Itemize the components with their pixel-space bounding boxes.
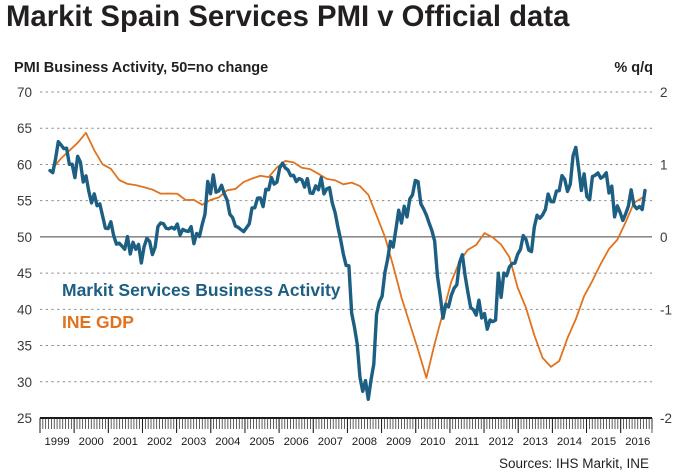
svg-text:2010: 2010	[420, 436, 445, 448]
svg-text:2003: 2003	[181, 436, 206, 448]
svg-text:Markit Services Business Activ: Markit Services Business Activity	[62, 280, 341, 300]
svg-text:55: 55	[17, 194, 32, 209]
svg-text:2: 2	[660, 85, 668, 100]
svg-text:2005: 2005	[249, 436, 274, 448]
svg-text:2004: 2004	[215, 436, 240, 448]
svg-text:2002: 2002	[147, 436, 172, 448]
svg-text:2000: 2000	[79, 436, 104, 448]
svg-text:70: 70	[17, 85, 32, 100]
svg-text:2012: 2012	[489, 436, 514, 448]
svg-text:2011: 2011	[455, 436, 479, 448]
svg-text:INE GDP: INE GDP	[62, 312, 134, 332]
svg-text:2014: 2014	[557, 436, 582, 448]
svg-text:40: 40	[17, 302, 32, 317]
svg-text:50: 50	[17, 230, 32, 245]
svg-text:2008: 2008	[352, 436, 377, 448]
svg-text:2016: 2016	[625, 436, 650, 448]
svg-text:2007: 2007	[318, 436, 343, 448]
svg-text:1999: 1999	[45, 436, 70, 448]
svg-text:2015: 2015	[591, 436, 616, 448]
svg-text:2009: 2009	[386, 436, 411, 448]
svg-text:2006: 2006	[284, 436, 309, 448]
svg-text:35: 35	[17, 339, 32, 354]
svg-text:25: 25	[17, 411, 32, 426]
svg-text:2013: 2013	[523, 436, 548, 448]
svg-text:60: 60	[17, 157, 32, 172]
svg-text:1: 1	[660, 157, 668, 172]
svg-text:2001: 2001	[113, 436, 138, 448]
svg-text:-1: -1	[660, 302, 672, 317]
svg-text:65: 65	[17, 121, 32, 136]
svg-text:30: 30	[17, 375, 32, 390]
svg-text:0: 0	[660, 230, 668, 245]
svg-text:45: 45	[17, 266, 32, 281]
svg-text:-2: -2	[660, 411, 672, 426]
